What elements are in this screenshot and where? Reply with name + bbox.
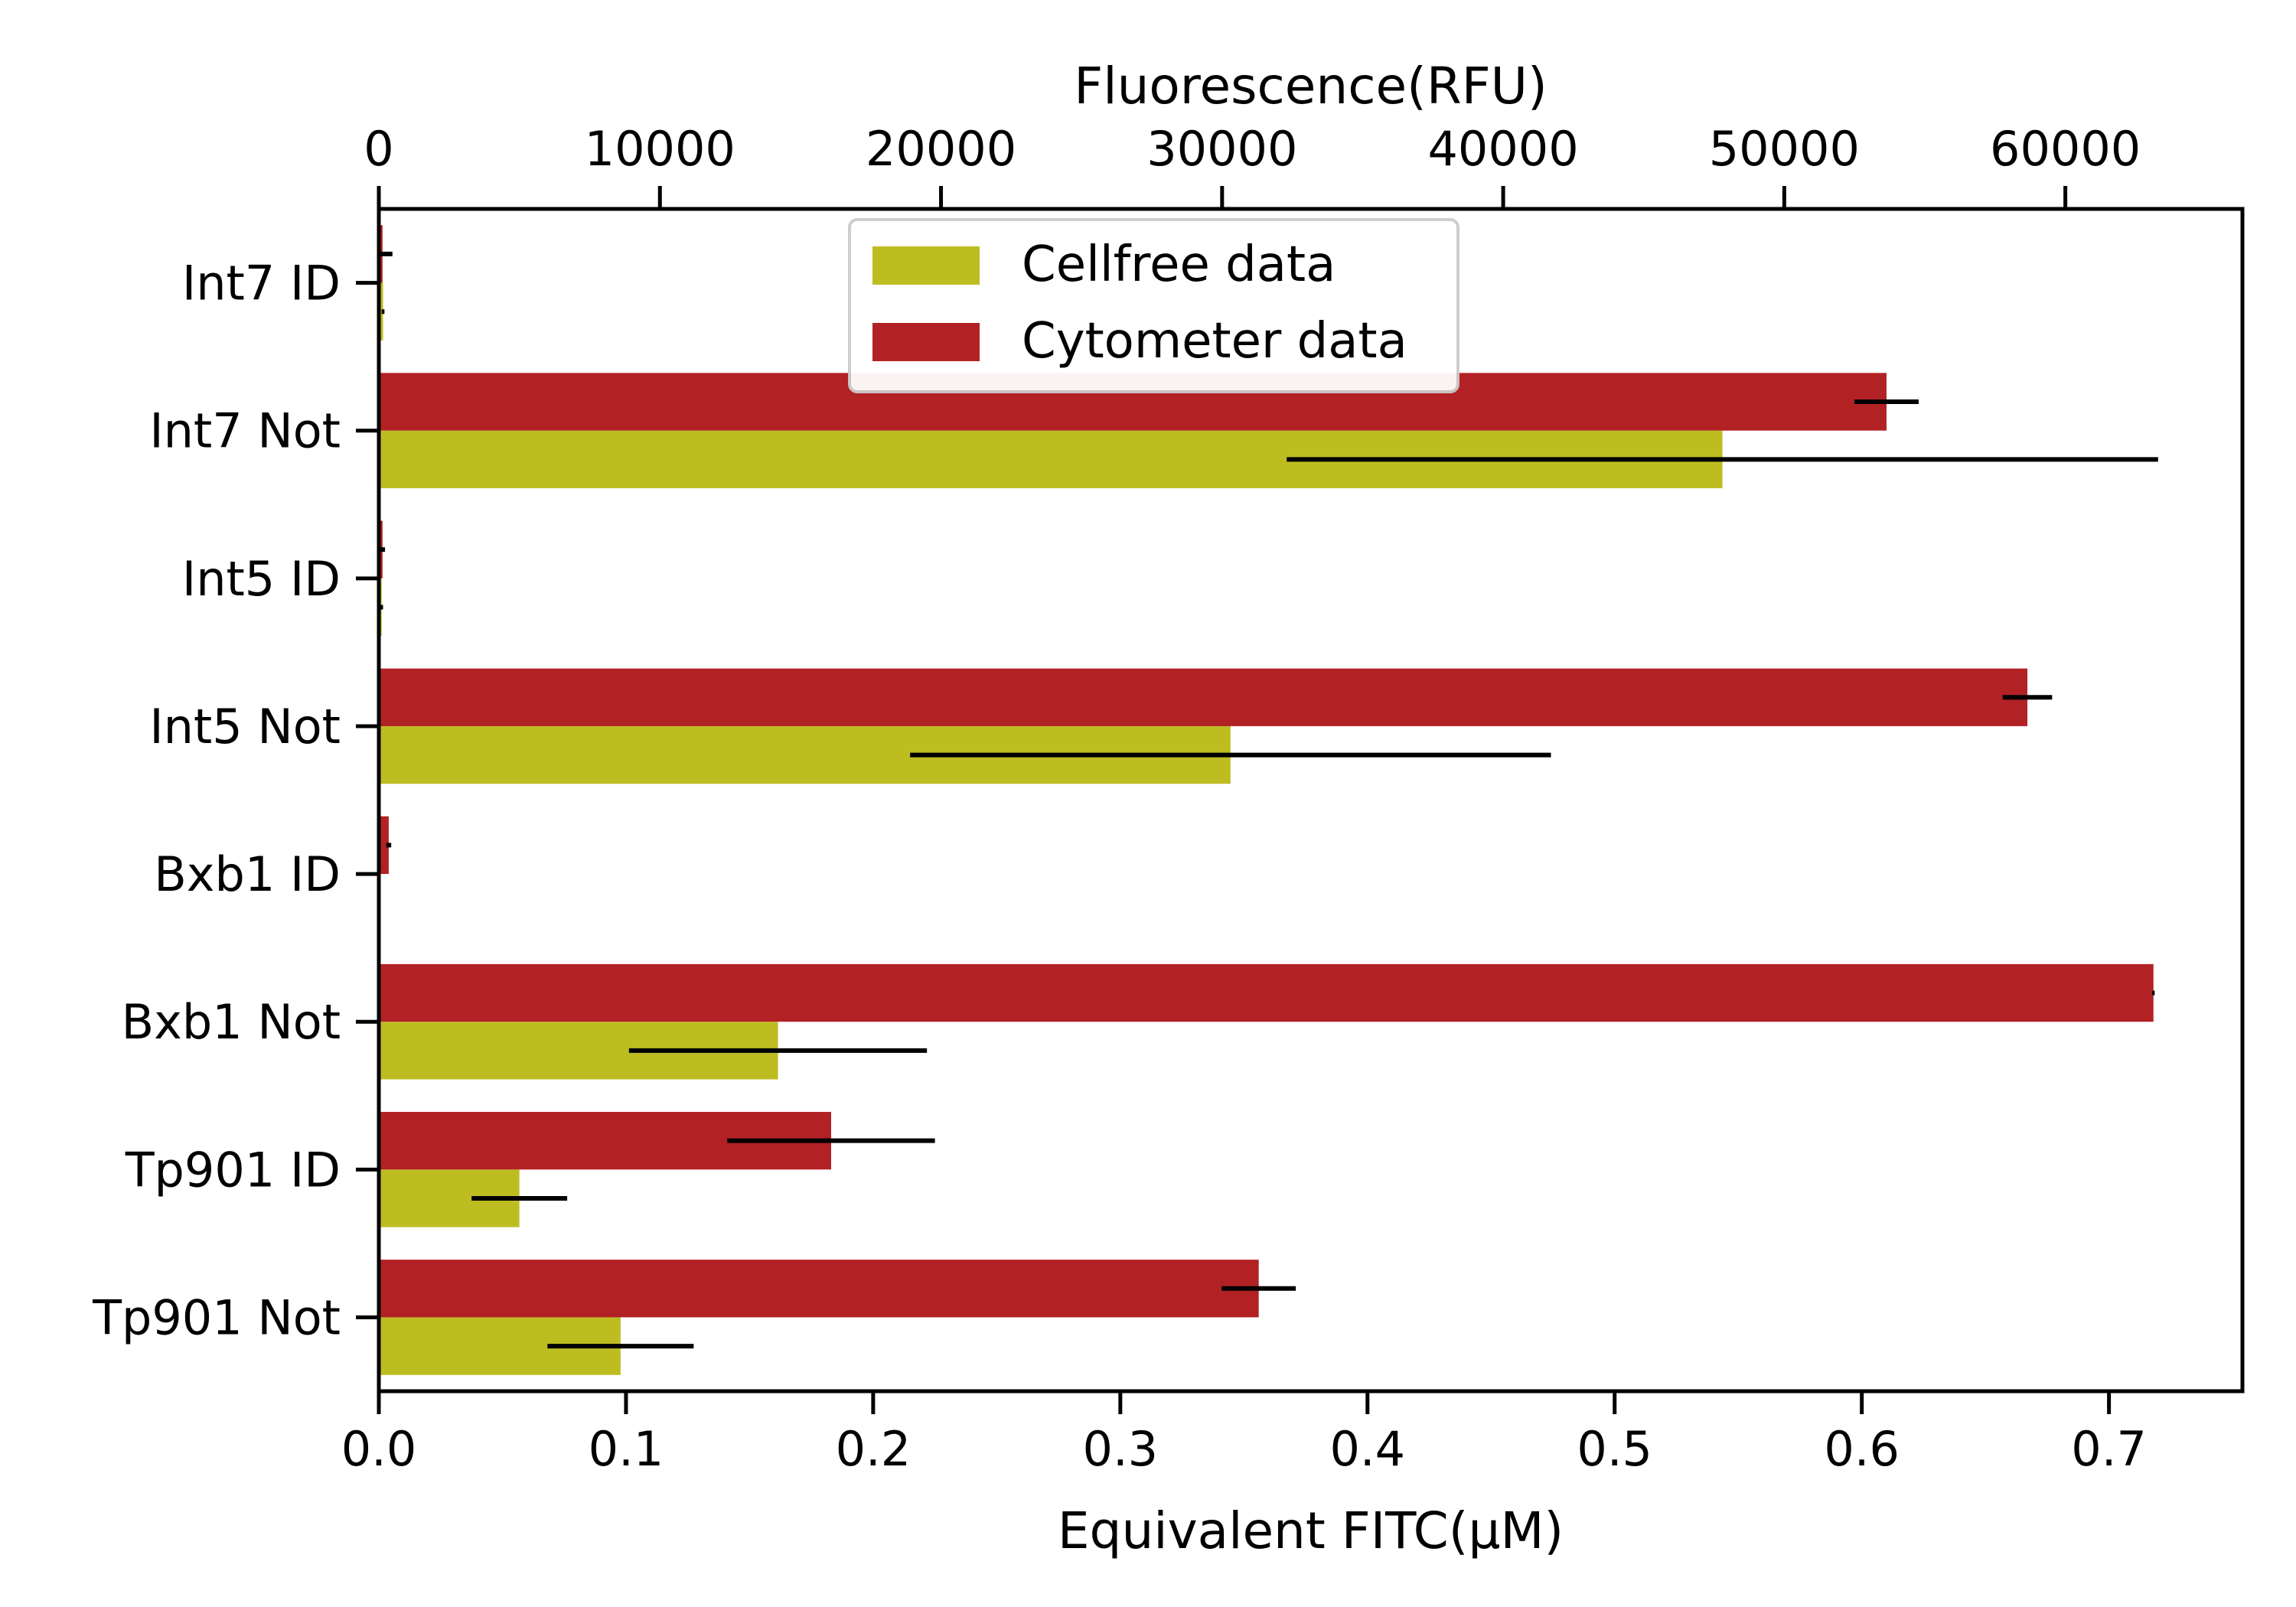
x-tick-label: 0.7 xyxy=(2071,1421,2147,1477)
top-tick-label: 50000 xyxy=(1709,121,1860,177)
x-tick-label: 0.0 xyxy=(341,1421,417,1477)
top-tick-label: 20000 xyxy=(866,121,1016,177)
x-tick-label: 0.4 xyxy=(1329,1421,1405,1477)
error-bars-layer xyxy=(379,251,2158,1349)
y-tick-label: Tp901 Not xyxy=(92,1289,341,1345)
legend-box xyxy=(848,218,1459,393)
y-tick-label: Int7 ID xyxy=(182,256,341,311)
axis-ticks-layer: Int7 ID Int7 Not Int5 ID Int5 Not Bxb1 ID Bxb… xyxy=(92,121,2147,1477)
top-tick-label: 10000 xyxy=(585,121,735,177)
cytometer-bar xyxy=(379,668,2028,726)
y-tick-label: Int5 Not xyxy=(149,699,341,755)
bars-layer xyxy=(379,225,2154,1375)
cytometer-bar xyxy=(379,1260,1259,1318)
legend-swatch xyxy=(872,246,980,285)
legend-label: Cellfree data xyxy=(1022,236,1336,293)
x-tick-label: 0.6 xyxy=(1824,1421,1900,1477)
cellfree-bar xyxy=(379,282,383,341)
y-tick-label: Tp901 ID xyxy=(125,1142,341,1198)
legend-label: Cytometer data xyxy=(1022,313,1407,370)
top-tick-label: 30000 xyxy=(1146,121,1297,177)
y-tick-label: Bxb1 Not xyxy=(122,994,341,1050)
y-tick-label: Bxb1 ID xyxy=(154,846,341,902)
x-tick-label: 0.5 xyxy=(1577,1421,1652,1477)
cytometer-bar xyxy=(379,816,389,875)
cytometer-bar xyxy=(379,963,2154,1022)
plot-frame xyxy=(377,207,2245,1393)
top-tick-label: 0 xyxy=(364,121,393,177)
x-axis-label: Equivalent FITC(μM) xyxy=(1058,1501,1564,1560)
y-tick-label: Int5 ID xyxy=(182,551,341,607)
top-axis-label: Fluorescence(RFU) xyxy=(1074,57,1547,116)
x-tick-label: 0.1 xyxy=(589,1421,664,1477)
legend-swatch xyxy=(872,323,980,361)
x-tick-label: 0.3 xyxy=(1083,1421,1159,1477)
y-tick-label: Int7 Not xyxy=(149,403,341,459)
top-tick-label: 40000 xyxy=(1427,121,1578,177)
top-tick-label: 60000 xyxy=(1990,121,2141,177)
legend: Cellfree data Cytometer data xyxy=(848,218,1459,393)
x-tick-label: 0.2 xyxy=(836,1421,912,1477)
